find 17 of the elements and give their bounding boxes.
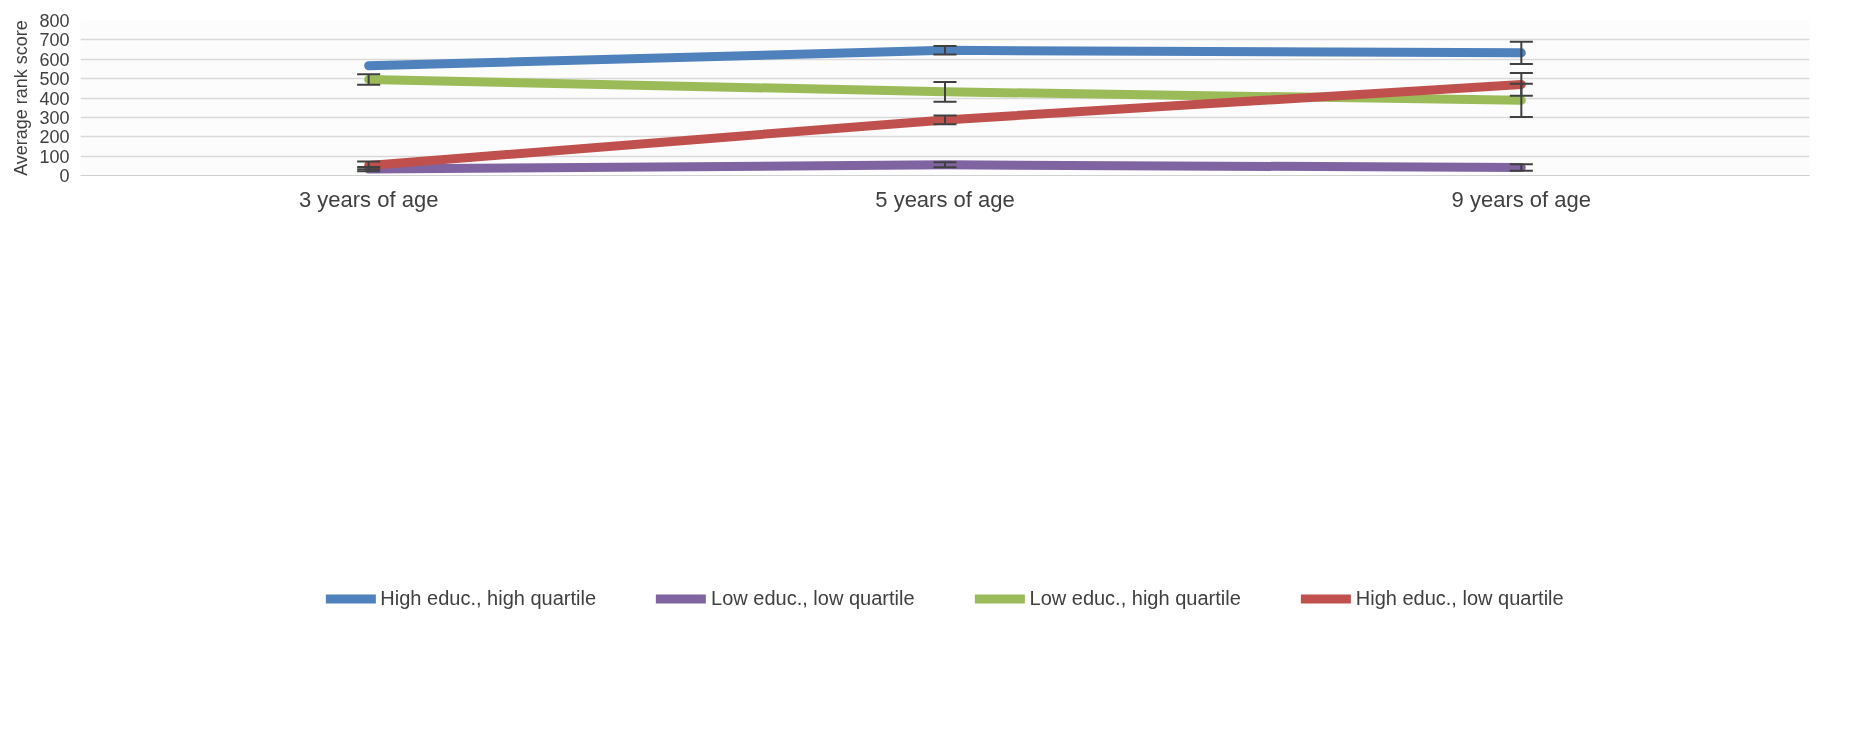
y-tick-label: 200	[39, 127, 70, 148]
y-tick-label: 500	[39, 69, 70, 90]
legend-label: Low educ., high quartile	[1029, 586, 1241, 610]
x-tick-label: 5 years of age	[875, 186, 1015, 212]
y-tick-label: 100	[39, 146, 70, 167]
x-tick-label: 3 years of age	[298, 186, 439, 212]
legend-label: High educ., low quartile	[1355, 586, 1564, 610]
y-axis-title: Average rank score	[11, 20, 32, 176]
x-tick-label: 9 years of age	[1451, 186, 1592, 212]
y-tick-label: 0	[59, 166, 70, 186]
legend-label: Low educ., low quartile	[711, 586, 915, 610]
legend-label: High educ., high quartile	[380, 586, 597, 610]
y-tick-label: 400	[39, 88, 70, 109]
y-tick-label: 600	[39, 49, 70, 70]
y-tick-label: 700	[39, 30, 70, 51]
y-tick-label: 300	[39, 107, 70, 128]
y-tick-label: 800	[39, 11, 70, 31]
